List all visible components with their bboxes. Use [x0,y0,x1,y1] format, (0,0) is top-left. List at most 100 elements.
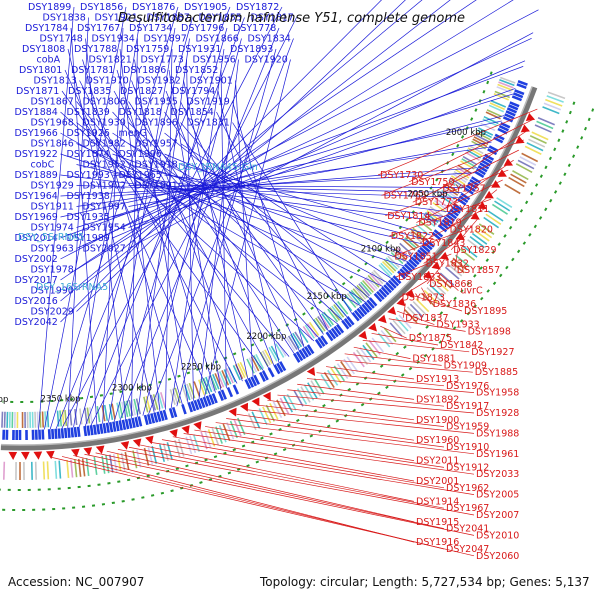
gene-label-forward: DSY1866 [196,34,239,45]
gene-label-forward: DSY1920 [245,55,288,66]
gene-label-forward: DSY1767 [77,23,120,34]
gene-label-forward: DSY1893 [230,44,273,55]
gene-label-reverse: DSY1913 [416,374,459,385]
gene-label-forward: DSY1926 [67,128,110,139]
gene-label-forward: DSY1935 [67,212,110,223]
rna-label: DSY_16SrRNA5 [36,282,108,293]
gene-label-forward: DSY1996 [119,149,162,160]
guide-ring-outer-2 [0,108,595,511]
gene-label-forward: DSY1955 [135,97,178,108]
gene-label-forward: DSY1839 [67,107,110,118]
rna-label: DSY_tRNA45-Gln [178,162,258,173]
gene-label-forward: DSY1970 [86,76,129,87]
gene-label-reverse: DSY1820 [450,224,493,235]
gene-label-forward: DSY1982 [83,139,126,150]
gene-label-forward: DSY1773 [141,55,184,66]
gene-label-reverse: DSY1836 [433,299,476,310]
gene-label-forward: DSY1964 [15,191,58,202]
gene-label-reverse: DSY1959 [446,422,489,433]
gene-label-forward: DSY1794 [172,86,215,97]
forward-label-lines [38,0,539,430]
gene-label-forward: DSY1921 [95,13,138,24]
gene-label-forward: DSY1966 [15,128,58,139]
gene-label-forward: DSY1806 [83,97,126,108]
gene-label-reverse: DSY1881 [412,354,455,365]
gene-label-reverse: DSY2033 [476,469,519,480]
kbp-label: 2050 kbp [408,189,448,199]
gene-label-reverse: DSY1822 [391,231,434,242]
genome-rings [0,71,595,511]
kbp-label: 2200 kbp [246,332,286,342]
kbp-label: 2150 kbp [307,292,347,302]
kbp-label: 2350 kbp [41,394,81,404]
gene-label-forward: DSY1896 [135,118,178,129]
gene-label-reverse: DSY1912 [446,462,489,473]
gene-label-reverse: DSY1960 [416,435,459,446]
gene-label-forward: DSY1997 [83,202,126,213]
gene-label-reverse: DSY1819 [418,218,461,229]
gene-label-forward: DSY1748 [40,34,83,45]
gene-label-reverse: uvrC [460,286,483,297]
gene-label-forward: DSY1834 [248,34,291,45]
gene-label-forward: DSY1978 [31,265,74,276]
gene-label-reverse: DSY1958 [476,388,519,399]
reverse-gene-labels: DSY1730DSY1750DSY1757DSY1765DSY1772DSY18… [380,170,519,562]
gene-label-forward: DSY1969 [15,212,58,223]
kbp-label: 2100 kbp [361,244,401,254]
gene-label-forward: DSY2014 [15,233,58,244]
gene-label-forward: DSY2002 [15,254,58,265]
gene-label-reverse: DSY1885 [475,367,518,378]
gene-label-forward: DSY1884 [15,107,58,118]
gene-label-forward: DSY1911 [31,202,74,213]
gene-label-forward: DSY1954 [83,223,126,234]
gene-label-forward: menG [119,128,147,139]
gene-label-reverse: DSY1988 [476,428,519,439]
gene-label-reverse: DSY1757 [442,184,485,195]
gene-label-forward: cobC [31,160,55,171]
gene-label-forward: DSY1835 [68,86,111,97]
gene-label-forward: DSY1801 [19,65,62,76]
gene-label-forward: DSY1813 [34,76,77,87]
gene-label-reverse: DSY1928 [476,408,519,419]
gene-label-forward: DSY1831 [187,118,230,129]
gene-label-forward: DSY1930 [83,118,126,129]
map-title: Desulfitobacterium hafniense Y51, comple… [118,11,465,26]
kbp-label: 2000 kbp [446,128,486,138]
gene-label-reverse: DSY2041 [446,524,489,535]
gene-label-forward: DSY1957 [135,139,178,150]
gene-label-forward: DSY1929 [31,181,74,192]
gene-label-reverse: DSY1967 [446,503,489,514]
gene-label-forward: DSY1922 [15,149,58,160]
kbp-label: 2300 kbp [112,383,152,393]
gene-label-forward: DSY1968 [31,118,74,129]
gene-label-reverse: DSY1843 [422,238,465,249]
gene-label-reverse: DSY2001 [416,476,459,487]
gene-label-forward: DSY1963 [31,244,74,255]
gene-label-forward: DSY1817 [251,13,294,24]
gene-label-forward: DSY1846 [31,139,74,150]
gene-label-reverse: DSY1833 [398,272,441,283]
gene-label-reverse: DSY2007 [476,510,519,521]
gene-label-forward: DSY2027 [83,244,126,255]
gene-label-forward: DSY1934 [92,34,135,45]
guide-ring-inner [2,71,493,403]
gene-label-forward: DSY1899 [28,2,71,13]
gene-label-reverse: DSY1927 [471,347,514,358]
gene-label-forward: DSY1889 [15,170,58,181]
reverse-cds-ring [8,113,536,460]
gene-label-forward: DSY1778 [233,23,276,34]
gene-label-forward: DSY1874 [67,149,110,160]
gene-label-forward: DSY1734 [129,23,172,34]
gene-label-forward: DSY2017 [15,275,58,286]
gene-label-forward: DSY1902 [83,181,126,192]
gene-label-reverse: DSY1875 [409,333,452,344]
gene-label-reverse: DSY1873 [402,292,445,303]
gene-label-reverse: DSY1962 [446,483,489,494]
gene-label-reverse: DSY1829 [453,245,496,256]
gene-label-reverse: DSY1857 [457,265,500,276]
reverse-label-lines [50,108,538,557]
gene-label-forward: DSY1838 [43,13,86,24]
gene-label-reverse: DSY1772 [415,197,458,208]
forward-cds-ring [2,80,528,440]
category-ring-reverse [3,91,566,480]
